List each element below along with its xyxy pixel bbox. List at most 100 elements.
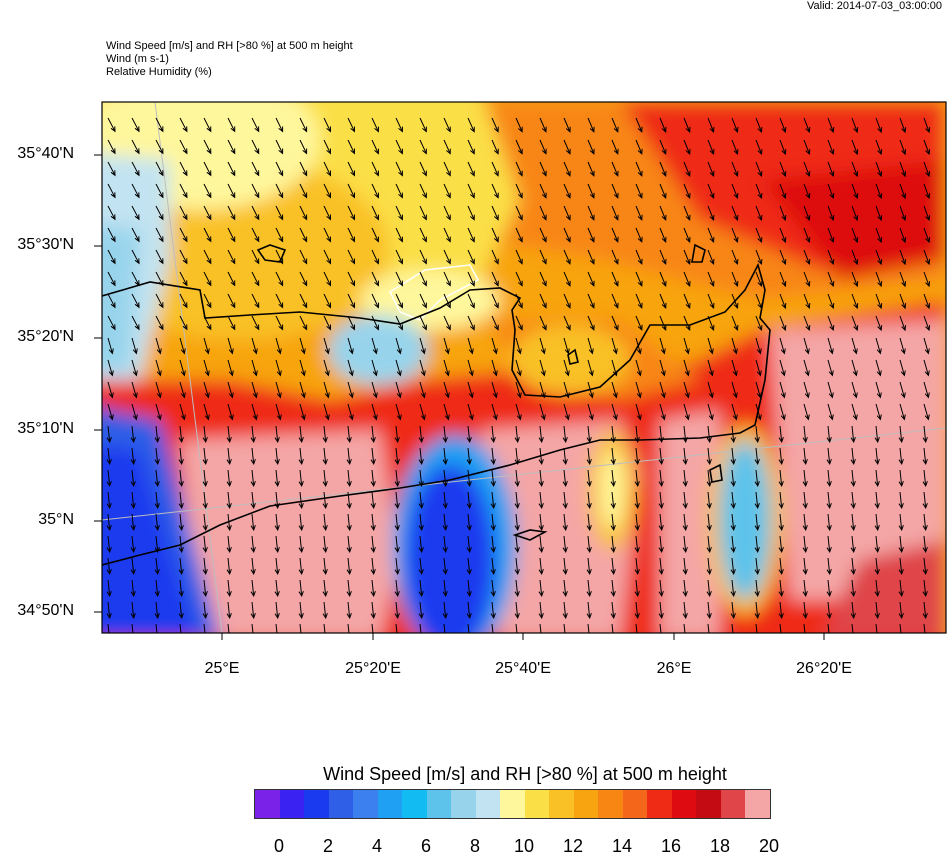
wind-arrow — [346, 491, 352, 510]
wind-arrow — [778, 557, 784, 576]
wind-arrow — [443, 359, 450, 377]
wind-arrow — [442, 469, 448, 488]
wind-arrow — [874, 447, 880, 466]
wind-arrow — [394, 579, 400, 598]
wind-arrow — [587, 293, 595, 309]
wind-arrow — [707, 183, 715, 199]
wind-arrow — [779, 381, 786, 399]
wind-arrow — [155, 623, 158, 633]
wind-arrow — [491, 227, 499, 243]
wind-arrow — [275, 271, 284, 287]
wind-arrow — [539, 271, 547, 287]
wind-arrow — [659, 381, 666, 399]
wind-arrow — [203, 381, 210, 399]
wind-arrow — [394, 425, 400, 444]
wind-arrow — [562, 579, 568, 598]
wind-arrow — [779, 359, 786, 377]
wind-arrow — [107, 161, 116, 177]
wind-arrow — [131, 139, 140, 155]
wind-arrow — [179, 293, 188, 309]
wind-speed-field — [102, 102, 946, 633]
wind-arrow — [203, 359, 210, 377]
wind-arrow — [803, 183, 811, 200]
wind-arrow — [827, 227, 835, 244]
wind-arrow — [443, 117, 451, 133]
wind-arrow — [634, 425, 640, 444]
wind-arrow — [874, 579, 880, 598]
wind-arrow — [850, 491, 856, 510]
wind-arrow — [347, 337, 354, 355]
wind-arrow — [730, 579, 736, 598]
wind-arrow — [395, 359, 402, 377]
wind-arrow — [490, 447, 496, 466]
wind-arrow — [298, 469, 304, 488]
wind-arrow — [346, 513, 352, 532]
wind-arrow — [442, 425, 448, 444]
wind-arrow — [107, 227, 116, 243]
wind-arrow — [755, 271, 763, 288]
wind-arrow — [203, 315, 212, 331]
wind-arrow — [538, 513, 544, 532]
wind-arrow — [514, 557, 520, 576]
lon-label: 26°20'E — [796, 660, 852, 677]
wind-arrow — [466, 601, 472, 620]
wind-arrow — [851, 359, 858, 377]
wind-arrow — [371, 249, 379, 265]
wind-arrow — [611, 315, 619, 331]
wind-arrow — [802, 513, 808, 532]
wind-arrow — [226, 601, 232, 620]
colorbar-label: 10 — [513, 836, 535, 856]
wind-arrow — [371, 117, 379, 133]
wind-arrow — [923, 183, 931, 200]
wind-arrow — [658, 601, 664, 620]
wind-arrow — [611, 139, 619, 155]
wind-arrow — [778, 601, 784, 620]
wind-arrow — [491, 381, 498, 399]
colorbar-swatch — [279, 790, 304, 818]
wind-arrow — [779, 117, 787, 134]
wind-arrow — [755, 227, 763, 244]
wind-arrow — [514, 513, 520, 532]
wind-arrow — [275, 315, 284, 331]
wind-arrow — [443, 337, 450, 355]
wind-arrow — [107, 403, 114, 421]
wind-arrow — [490, 557, 496, 576]
wind-arrow — [899, 271, 907, 288]
wind-arrow — [899, 623, 902, 633]
wind-arrow — [731, 161, 739, 177]
wind-arrow — [274, 579, 280, 598]
wind-arrow — [275, 403, 282, 421]
wind-arrow — [539, 359, 546, 377]
wind-arrow — [418, 513, 424, 532]
wind-arrow — [514, 601, 520, 620]
wind-arrow — [899, 205, 907, 222]
wind-arrow — [491, 337, 498, 355]
wind-arrow — [154, 425, 160, 444]
wind-arrow — [706, 447, 712, 466]
wind-arrow — [251, 403, 258, 421]
wind-arrow — [635, 161, 643, 177]
wind-arrow — [371, 139, 379, 155]
wind-arrow — [706, 469, 712, 488]
wind-arrow — [346, 535, 352, 554]
wind-arrow — [515, 183, 523, 199]
wind-arrow — [443, 183, 451, 199]
wind-arrow — [826, 513, 832, 532]
wind-arrow — [323, 183, 331, 199]
wind-arrow — [827, 381, 834, 399]
wind-arrow — [131, 249, 140, 265]
wind-arrow — [395, 205, 403, 221]
wind-arrow — [491, 183, 499, 199]
wind-arrow — [179, 249, 188, 265]
wind-arrow — [131, 227, 140, 243]
wind-arrow — [731, 117, 739, 133]
lon-label: 25°20'E — [345, 660, 401, 677]
wind-arrow — [538, 579, 544, 598]
wind-arrow — [539, 139, 547, 155]
wind-arrow — [443, 249, 451, 265]
wind-arrow — [706, 579, 712, 598]
wind-arrow — [731, 227, 739, 243]
wind-arrow — [347, 117, 355, 133]
wind-arrow — [346, 601, 352, 620]
wind-arrow — [707, 271, 715, 287]
